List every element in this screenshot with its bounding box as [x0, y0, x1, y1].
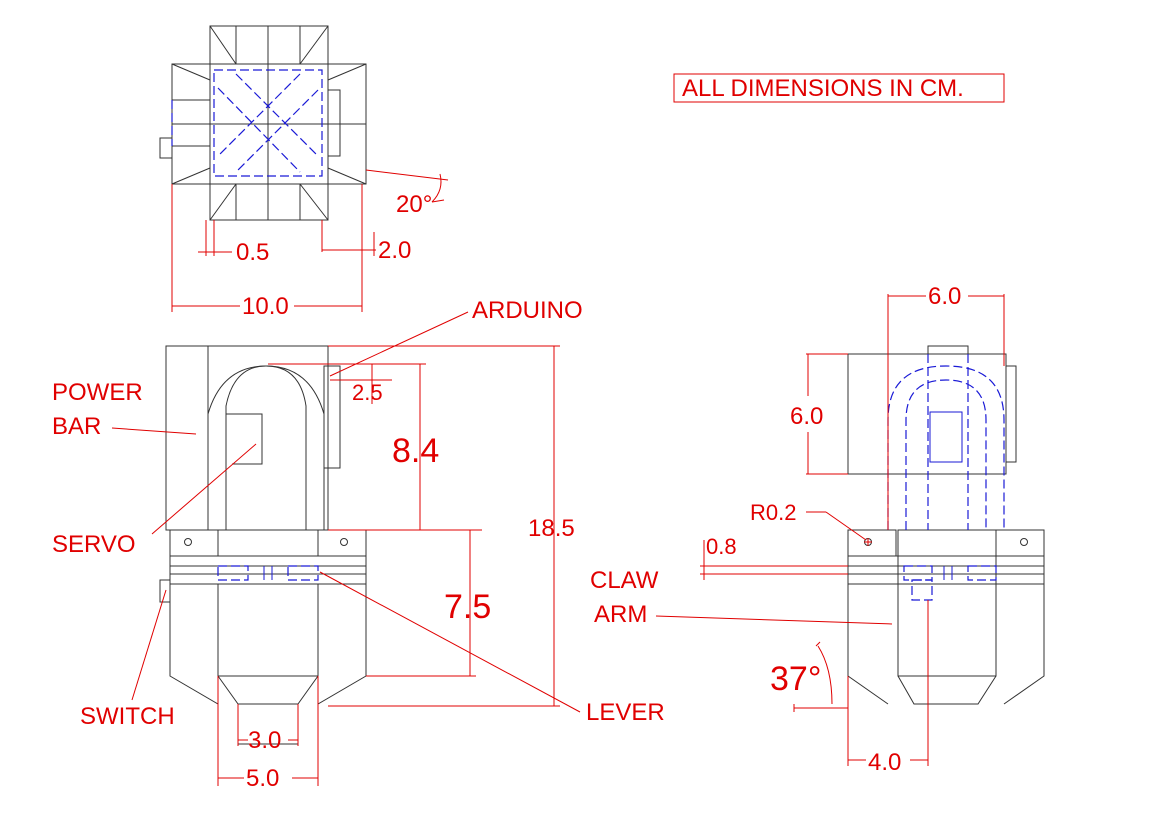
dim-6-0-width-label: 6.0 [928, 283, 961, 310]
power-bar-label-line2: BAR [52, 413, 101, 440]
front-view-dimensions: 2.5 8.4 7.5 18.5 3.0 5.0 [217, 345, 575, 792]
lever-label: LEVER [586, 699, 665, 726]
top-view-dimensions: 20° 0.5 2.0 10.0 [171, 169, 449, 320]
note-text: ALL DIMENSIONS IN CM. [682, 75, 964, 102]
front-view: ARDUINO POWER BAR SERVO SWITCH LEVER 2.5… [52, 297, 665, 792]
side-view-dimensions: 6.0 6.0 R0.2 0.8 CLAW ARM 37° [590, 283, 1005, 776]
dim-6-0-height-label: 6.0 [790, 403, 823, 430]
dimensions-note: ALL DIMENSIONS IN CM. [673, 73, 1005, 103]
side-view: 6.0 6.0 R0.2 0.8 CLAW ARM 37° [590, 283, 1045, 776]
dim-0-8-label: 0.8 [706, 534, 737, 559]
dim-18-5-label: 18.5 [528, 515, 575, 542]
front-view-body [159, 345, 367, 745]
top-view-body [159, 25, 367, 221]
angle-20-label: 20° [396, 191, 432, 218]
dim-8-4-label: 8.4 [392, 432, 439, 470]
dim-7-5-label: 7.5 [444, 588, 491, 626]
claw-arm-label-line2: ARM [594, 601, 647, 628]
servo-label: SERVO [52, 531, 136, 558]
dim-2-0-label: 2.0 [378, 237, 411, 264]
dim-2-5-label: 2.5 [352, 380, 383, 405]
dim-5-0-label: 5.0 [246, 765, 279, 792]
top-view-hidden-lines [171, 69, 323, 177]
claw-arm-label-line1: CLAW [590, 567, 659, 594]
angle-37-label: 37° [770, 660, 821, 698]
front-view-labels: ARDUINO POWER BAR SERVO SWITCH LEVER [52, 297, 665, 730]
arduino-label: ARDUINO [472, 297, 583, 324]
side-view-hidden-lines [887, 354, 1005, 601]
front-view-hidden-lines [217, 565, 319, 581]
top-view: 20° 0.5 2.0 10.0 [159, 25, 449, 320]
dim-3-0-label: 3.0 [248, 727, 281, 754]
dim-10-0-label: 10.0 [242, 293, 289, 320]
switch-label: SWITCH [80, 703, 175, 730]
radius-label: R0.2 [750, 500, 796, 525]
note-frame [673, 73, 1005, 103]
side-view-body [847, 345, 1045, 705]
dim-4-0-label: 4.0 [868, 749, 901, 776]
power-bar-label-line1: POWER [52, 379, 143, 406]
dim-0-5-label: 0.5 [236, 239, 269, 266]
